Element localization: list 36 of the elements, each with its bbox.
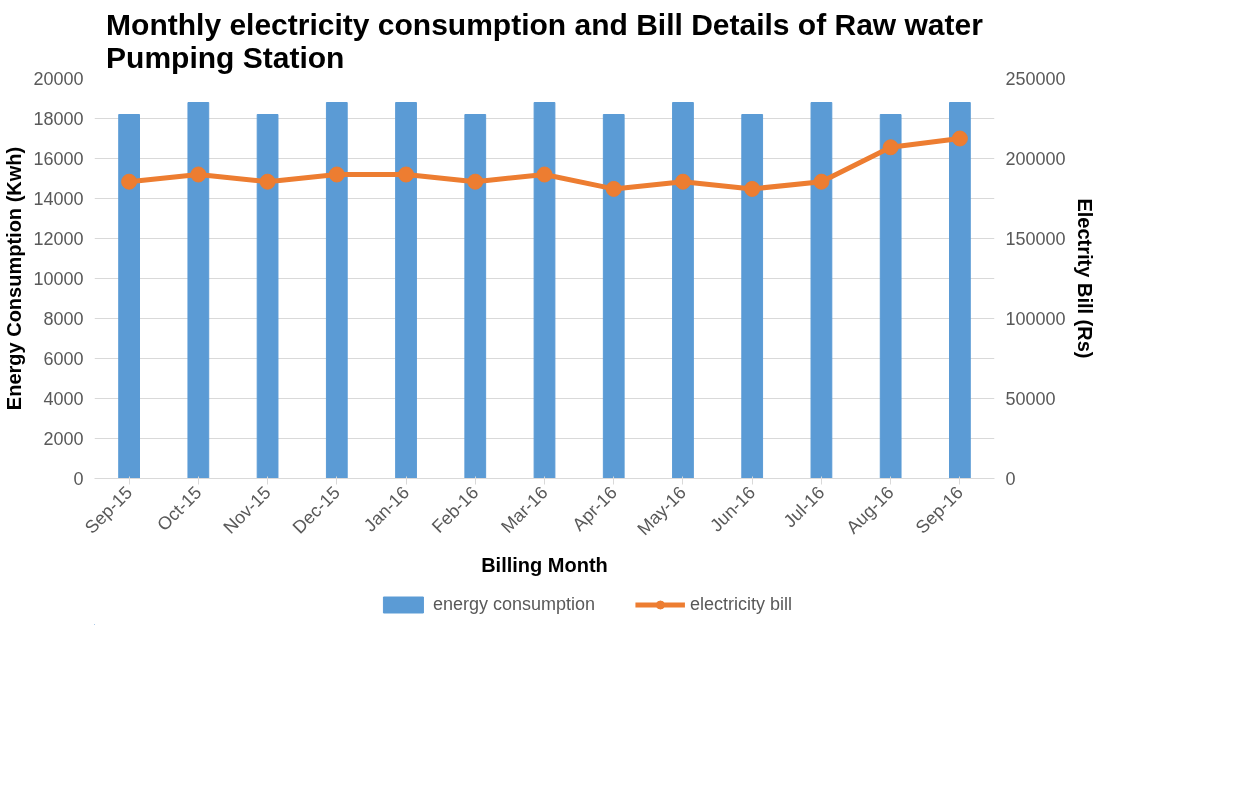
point [951,130,968,147]
y-tick-label: 0 [73,469,84,489]
y-tick-label: 4000 [43,389,84,409]
y2-tick-label: 100000 [1005,309,1066,329]
point [190,166,207,183]
y-tick-label: 12000 [33,229,84,249]
point [398,166,415,183]
point [121,173,138,190]
y-tick-label: 20000 [33,69,84,89]
point [259,173,276,190]
y-tick-label: 8000 [43,309,84,329]
point [674,173,691,190]
y-tick-label: 18000 [33,109,84,129]
y-tick-label: 10000 [33,269,84,289]
point [328,166,345,183]
y2-tick-label: 250000 [1005,69,1066,89]
point [744,180,761,197]
point [536,166,553,183]
y2-tick-label: 0 [1005,469,1016,489]
point [813,173,830,190]
y2-axis-title: Electrity Bill (Rs) [1073,198,1096,359]
point [882,139,899,156]
point [467,173,484,190]
y2-tick-label: 150000 [1005,229,1066,249]
y-tick-label: 6000 [43,349,84,369]
point [605,180,622,197]
y2-tick-label: 50000 [1005,389,1056,409]
y-tick-label: 14000 [33,189,84,209]
y-axis-title: Energy Consumption (Kwh) [3,146,26,411]
legend-label: electricity bill [690,593,793,615]
x-axis-title: Billing Month [481,554,608,577]
y-tick-label: 16000 [33,149,84,169]
y2-tick-label: 200000 [1005,149,1066,169]
chart-title: Monthly electricity consumption and Bill Details of Raw water Pumping Station [106,7,984,74]
y-tick-label: 2000 [43,429,84,449]
legend-label: energy consumption [432,593,596,615]
